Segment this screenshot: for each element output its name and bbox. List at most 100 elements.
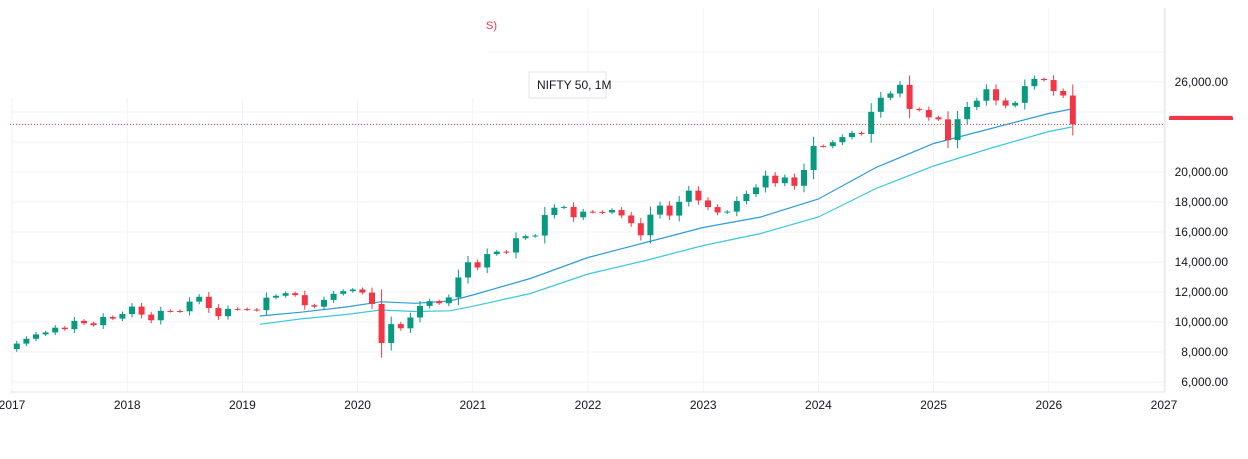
candle xyxy=(13,340,20,352)
candle xyxy=(762,170,769,193)
candle xyxy=(657,201,663,219)
candle-body xyxy=(1012,102,1019,106)
candle-body xyxy=(666,205,673,216)
candle-body xyxy=(561,206,567,208)
symbol-legend-box xyxy=(528,71,607,99)
candle xyxy=(244,307,251,312)
candle-body xyxy=(589,211,596,213)
candle xyxy=(330,290,337,303)
candle xyxy=(388,316,395,351)
symbol-legend[interactable]: NIFTY 50, 1M xyxy=(528,71,611,99)
candle-body xyxy=(484,254,491,268)
candle xyxy=(858,131,865,136)
time-tick-label: 2025 xyxy=(920,398,947,412)
time-tick-label: 2024 xyxy=(805,398,832,412)
time-axis[interactable]: 2017 2018 2019 2020 2021 2022 2023 2024 2025 2026… xyxy=(0,398,1178,412)
candle-body xyxy=(71,320,78,330)
time-tick-label: 2018 xyxy=(114,398,141,412)
candle xyxy=(359,287,366,295)
candle-body xyxy=(282,293,289,296)
candle-body xyxy=(138,306,145,315)
candle-body xyxy=(493,251,500,255)
candle xyxy=(705,197,711,211)
candle-body xyxy=(858,132,865,135)
candle-body xyxy=(829,142,836,147)
candle xyxy=(983,84,990,106)
candle-body xyxy=(273,295,279,298)
candle-body xyxy=(935,117,942,120)
candle-body xyxy=(205,296,212,309)
candle-body xyxy=(541,215,548,236)
axis-mask-top xyxy=(1166,0,1248,70)
price-tick-label: 14,000.00 xyxy=(1175,255,1229,269)
candle xyxy=(897,80,903,98)
candle-body xyxy=(301,295,308,306)
candle xyxy=(714,204,721,216)
candle xyxy=(503,250,510,255)
candle-body xyxy=(1021,86,1028,103)
candle-body xyxy=(340,291,347,294)
candle-body xyxy=(676,201,683,216)
candle xyxy=(157,306,164,325)
candle xyxy=(1002,97,1009,109)
candle-body xyxy=(215,308,222,317)
candle-body xyxy=(321,299,327,307)
candle xyxy=(743,190,750,205)
candle xyxy=(109,315,116,321)
time-tick-label: 2026 xyxy=(1035,398,1062,412)
candle-body xyxy=(743,193,750,202)
candle-body xyxy=(234,308,241,310)
candle-body xyxy=(964,106,971,120)
candle xyxy=(417,300,423,323)
candle-body xyxy=(973,100,980,107)
candle-body xyxy=(897,84,903,94)
candle xyxy=(205,291,212,313)
candle xyxy=(234,307,241,311)
candle xyxy=(781,174,788,187)
time-tick-label: 2017 xyxy=(0,398,26,412)
candle xyxy=(186,297,193,316)
candle-body xyxy=(1069,95,1076,125)
candle-body xyxy=(90,323,97,326)
candle xyxy=(839,134,846,145)
candle xyxy=(397,321,404,331)
candle xyxy=(215,304,222,320)
candle-body xyxy=(81,320,87,324)
price-tick-label: 16,000.00 xyxy=(1175,225,1229,239)
candle-body xyxy=(628,215,635,224)
price-tick-label: 20,000.00 xyxy=(1175,165,1229,179)
candle-body xyxy=(388,324,395,344)
candle-body xyxy=(925,110,932,118)
candle xyxy=(561,205,567,210)
candle-body xyxy=(753,187,759,194)
candle-body xyxy=(1002,100,1009,106)
candle-body xyxy=(119,314,126,319)
candle-body xyxy=(781,177,788,184)
price-axis[interactable]: 6,000.00 8,000.00 10,000.00 12,000.00 14,000… xyxy=(1175,45,1229,389)
candle xyxy=(311,303,318,309)
candle xyxy=(676,196,683,222)
candle xyxy=(935,115,942,121)
candle xyxy=(474,259,481,271)
candle xyxy=(292,291,299,297)
candle-body xyxy=(772,175,779,184)
candle-body xyxy=(733,201,740,212)
legend-mask-left xyxy=(0,72,528,98)
candle xyxy=(273,294,279,300)
candle xyxy=(301,290,308,310)
candle xyxy=(820,144,827,148)
candle-body xyxy=(820,146,827,148)
candle xyxy=(906,75,913,119)
candle-body xyxy=(109,316,116,319)
candle-body xyxy=(685,190,692,202)
candle xyxy=(263,292,270,316)
candle xyxy=(119,311,126,322)
ma-slow-line xyxy=(259,126,1072,325)
candle xyxy=(493,249,500,256)
candle xyxy=(609,208,615,215)
candle xyxy=(321,296,327,310)
candle xyxy=(129,303,135,318)
candle-body xyxy=(705,200,711,208)
